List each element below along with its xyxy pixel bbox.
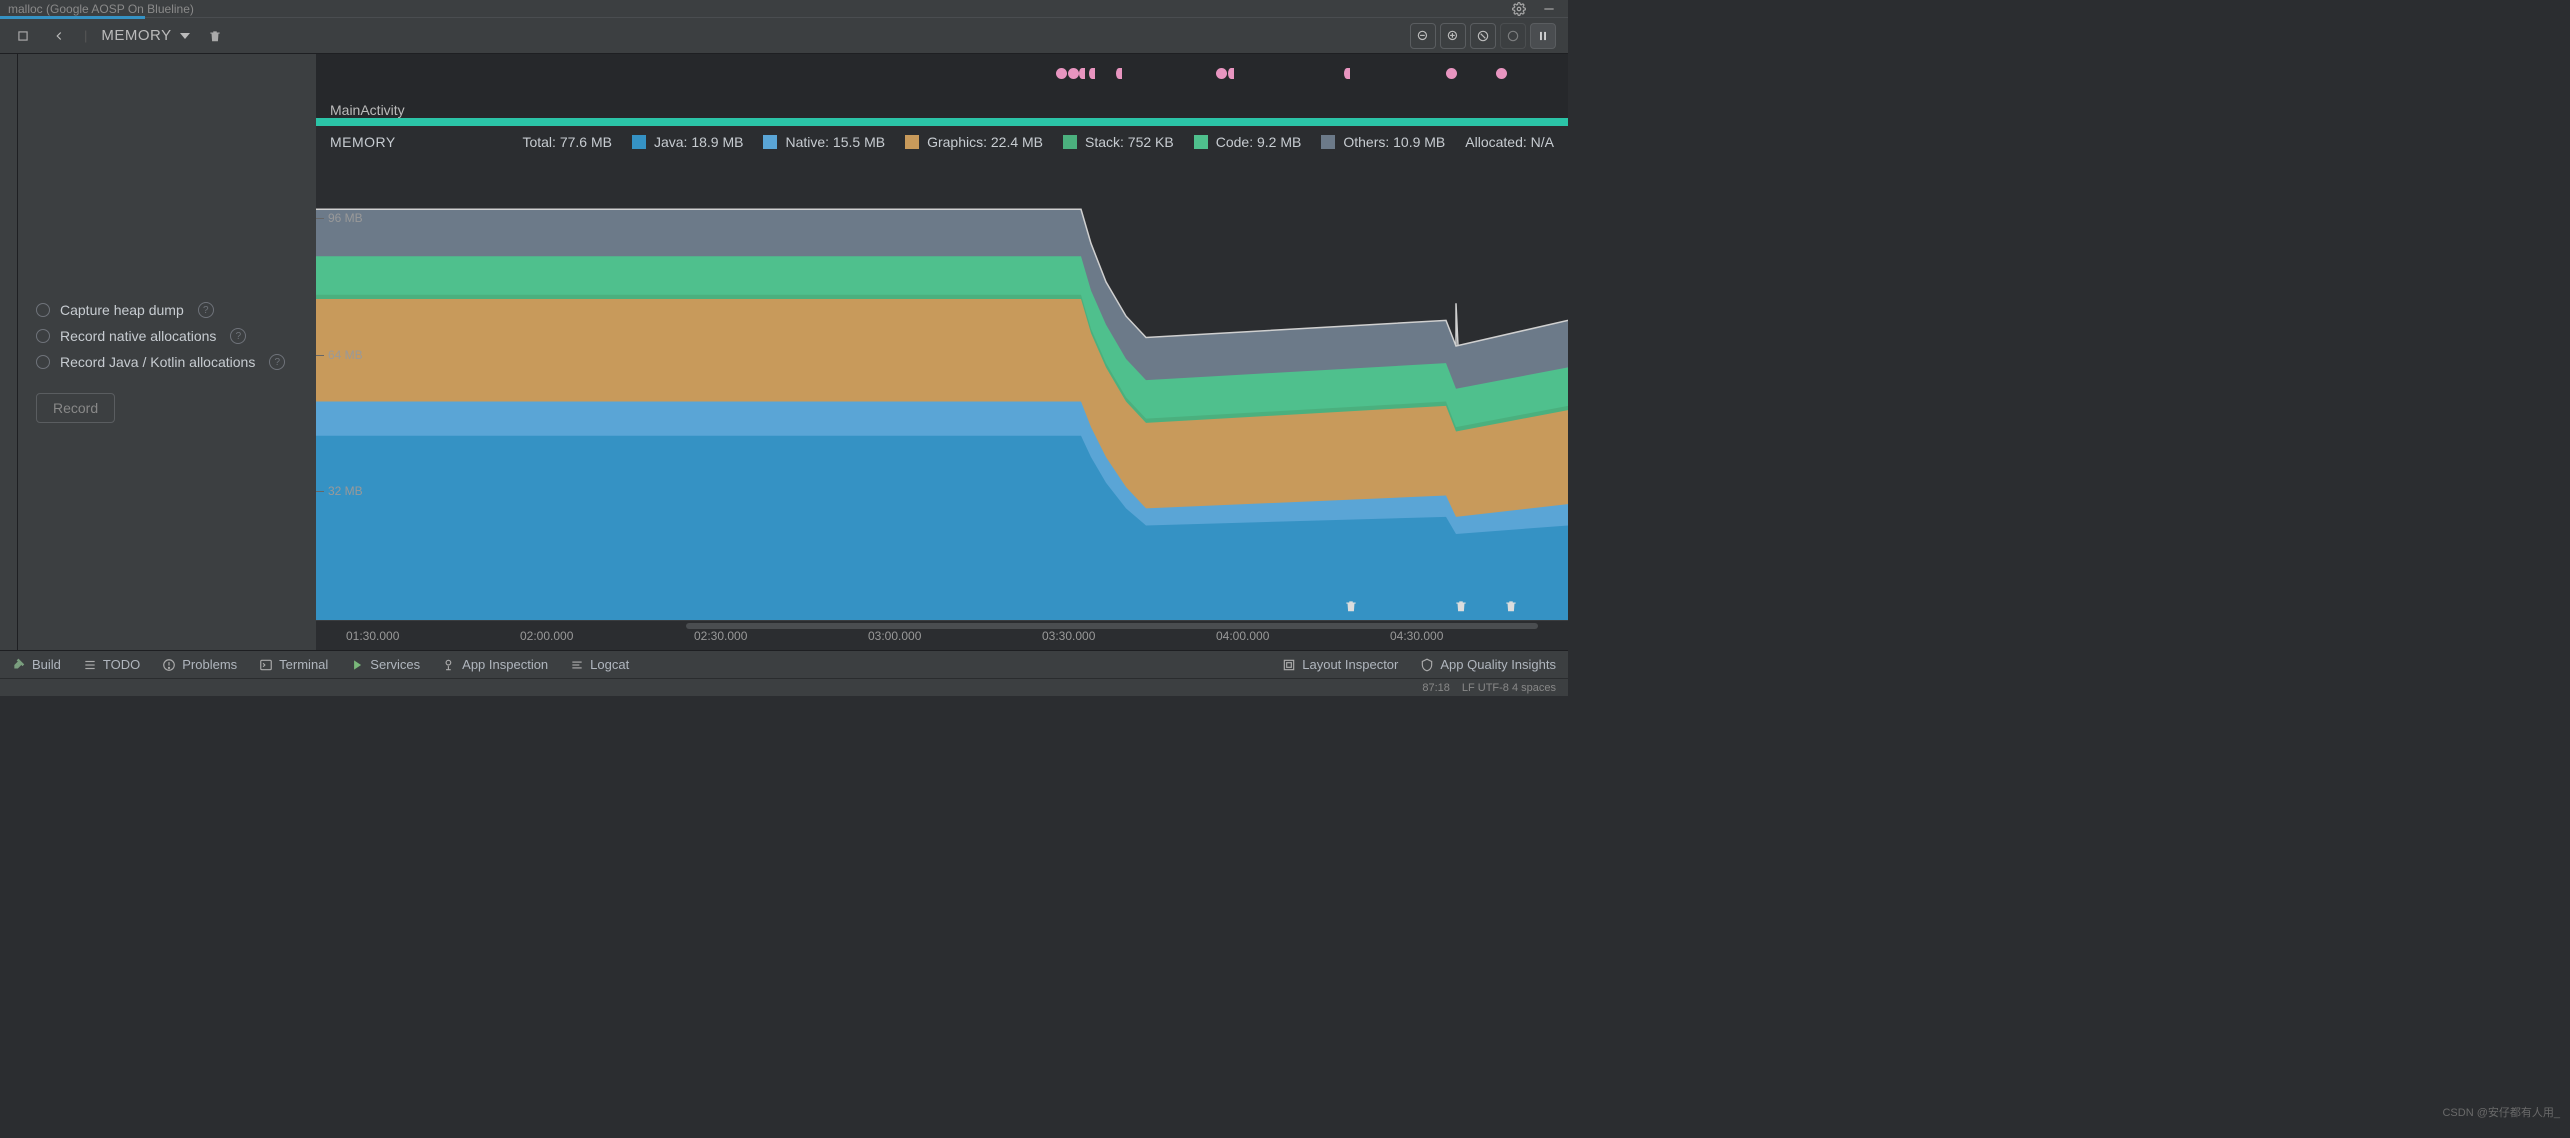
title-bar: malloc (Google AOSP On Blueline) (0, 0, 1568, 18)
zoom-in-icon[interactable] (1440, 23, 1466, 49)
event-marker (1068, 68, 1079, 79)
tool-layout-inspector[interactable]: Layout Inspector (1282, 657, 1398, 672)
x-axis[interactable]: 01:30.000 02:00.000 02:30.000 03:00.000 03:3… (316, 620, 1568, 650)
zoom-out-icon[interactable] (1410, 23, 1436, 49)
watermark: CSDN @安仔都有人用_ (2442, 1104, 2560, 1120)
legend-graphics: Graphics: 22.4 MB (905, 134, 1043, 150)
tool-logcat[interactable]: Logcat (570, 657, 629, 672)
x-tick: 03:00.000 (868, 629, 921, 643)
x-tick: 04:30.000 (1390, 629, 1443, 643)
x-tick: 01:30.000 (346, 629, 399, 643)
event-marker (1496, 68, 1507, 79)
tool-app-quality[interactable]: App Quality Insights (1420, 657, 1556, 672)
stop-session-icon[interactable] (12, 25, 34, 47)
tool-app-inspection[interactable]: App Inspection (442, 657, 548, 672)
radio-label: Record Java / Kotlin allocations (60, 354, 255, 370)
gc-trash-icon (1344, 598, 1358, 614)
x-tick: 02:00.000 (520, 629, 573, 643)
trash-icon[interactable] (204, 25, 226, 47)
minimize-icon[interactable] (1538, 0, 1560, 20)
help-icon[interactable]: ? (198, 302, 214, 318)
back-arrow-icon[interactable] (48, 25, 70, 47)
status-encoding: LF UTF-8 4 spaces (1462, 682, 1556, 694)
window-title: malloc (Google AOSP On Blueline) (8, 2, 194, 16)
legend-native: Native: 15.5 MB (763, 134, 885, 150)
event-marker (1446, 68, 1457, 79)
left-gutter (0, 54, 18, 650)
event-marker (1056, 68, 1067, 79)
profiler-dropdown[interactable]: MEMORY (101, 27, 189, 44)
x-tick: 02:30.000 (694, 629, 747, 643)
zoom-selection-icon[interactable] (1500, 23, 1526, 49)
status-position: 87:18 (1422, 682, 1450, 694)
record-button[interactable]: Record (36, 393, 115, 423)
radio-native-alloc[interactable]: Record native allocations ? (36, 323, 298, 349)
title-progress (0, 16, 145, 19)
gc-trash-icon (1454, 598, 1468, 614)
legend-allocated: Allocated: N/A (1465, 134, 1554, 150)
legend-total: Total: 77.6 MB (522, 134, 612, 150)
events-row (316, 54, 1568, 94)
legend-java: Java: 18.9 MB (632, 134, 744, 150)
tool-problems[interactable]: Problems (162, 657, 237, 672)
chart-area: MainActivity MEMORY Total: 77.6 MB Java:… (316, 54, 1568, 650)
legend-title: MEMORY (330, 134, 396, 150)
bottom-toolbar: Build TODO Problems Terminal Services Ap… (0, 650, 1568, 678)
event-marker (1116, 68, 1122, 79)
pause-icon[interactable] (1530, 23, 1556, 49)
x-tick: 04:00.000 (1216, 629, 1269, 643)
event-marker (1079, 68, 1085, 79)
gc-trash-icon (1504, 598, 1518, 614)
tool-build[interactable]: Build (12, 657, 61, 672)
help-icon[interactable]: ? (230, 328, 246, 344)
legend-stack: Stack: 752 KB (1063, 134, 1174, 150)
side-panel: Capture heap dump ? Record native alloca… (18, 54, 316, 650)
activity-label-row: MainActivity (316, 94, 1568, 118)
activity-name: MainActivity (330, 102, 405, 118)
y-tick: 64 MB (328, 348, 363, 362)
profiler-dropdown-label: MEMORY (101, 27, 171, 44)
radio-icon (36, 329, 50, 343)
radio-icon (36, 355, 50, 369)
radio-label: Capture heap dump (60, 302, 184, 318)
radio-java-alloc[interactable]: Record Java / Kotlin allocations ? (36, 349, 298, 375)
radio-capture-heap[interactable]: Capture heap dump ? (36, 297, 298, 323)
event-marker (1089, 68, 1095, 79)
legend-row: MEMORY Total: 77.6 MB Java: 18.9 MB Nati… (316, 126, 1568, 158)
event-marker (1228, 68, 1234, 79)
event-marker (1344, 68, 1350, 79)
profiler-toolbar: | MEMORY (0, 18, 1568, 54)
help-icon[interactable]: ? (269, 354, 285, 370)
y-tick: 32 MB (328, 484, 363, 498)
x-tick: 03:30.000 (1042, 629, 1095, 643)
gear-icon[interactable] (1508, 0, 1530, 20)
legend-others: Others: 10.9 MB (1321, 134, 1445, 150)
tool-terminal[interactable]: Terminal (259, 657, 328, 672)
y-tick: 96 MB (328, 211, 363, 225)
tool-services[interactable]: Services (350, 657, 420, 672)
event-marker (1216, 68, 1227, 79)
radio-icon (36, 303, 50, 317)
tool-todo[interactable]: TODO (83, 657, 140, 672)
memory-plot[interactable]: 96 MB 64 MB 32 MB (316, 158, 1568, 620)
zoom-reset-icon[interactable] (1470, 23, 1496, 49)
radio-label: Record native allocations (60, 328, 216, 344)
activity-bar (316, 118, 1568, 126)
y-axis: 96 MB 64 MB 32 MB (316, 158, 372, 620)
status-bar: 87:18 LF UTF-8 4 spaces (0, 678, 1568, 696)
legend-code: Code: 9.2 MB (1194, 134, 1302, 150)
